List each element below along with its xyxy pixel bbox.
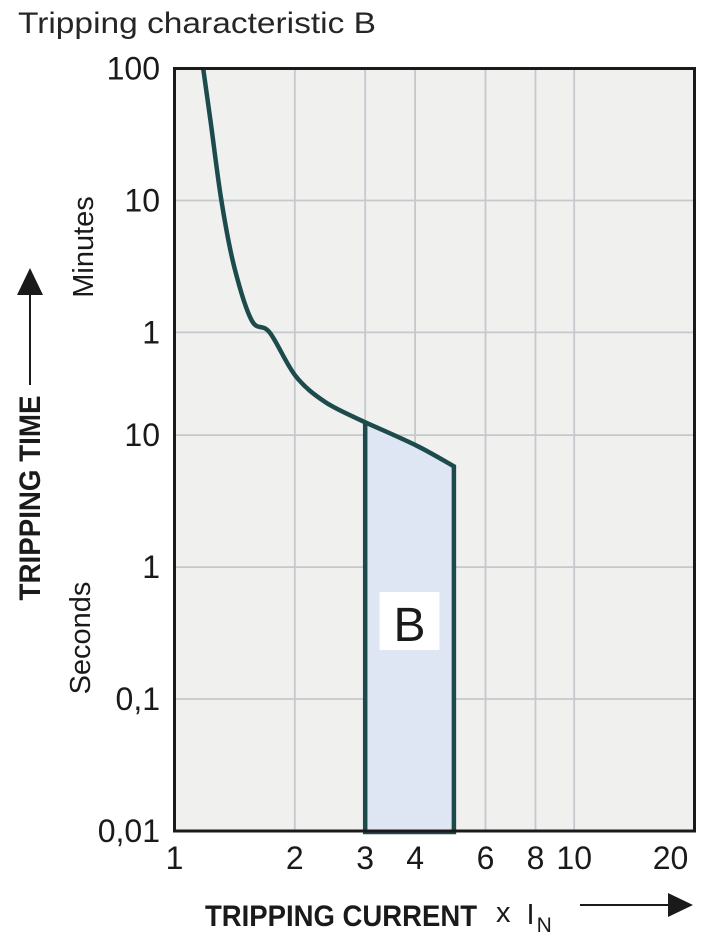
x-tick-label-1: 1 — [166, 840, 184, 876]
y-unit-seconds-label: Seconds — [65, 582, 97, 695]
x-tick-label-6: 6 — [477, 840, 495, 876]
y-unit-minutes-label: Minutes — [68, 196, 100, 298]
x-tick-label-3: 3 — [356, 840, 374, 876]
multiplier-symbol: I — [527, 899, 535, 931]
current-multiplier-label: x IN — [496, 897, 552, 937]
y-axis-arrow-icon — [17, 268, 43, 385]
region-label-box — [379, 592, 440, 650]
x-axis-title: TRIPPING CURRENT — [205, 900, 477, 933]
x-tick-label-2: 2 — [286, 840, 304, 876]
y-tick-label-0_1-seconds: 0,1 — [116, 681, 160, 717]
multiplier-subscript: N — [537, 914, 552, 937]
y-axis-tick-labels: 100 10 1 10 1 0,1 0,01 — [98, 51, 160, 850]
y-tick-label-0_01-seconds: 0,01 — [98, 813, 160, 849]
x-tick-label-8: 8 — [527, 840, 545, 876]
x-tick-label-20: 20 — [653, 840, 689, 876]
x-axis-tick-labels: 1 2 3 4 6 8 10 20 — [166, 840, 689, 876]
y-tick-label-1-minutes: 1 — [142, 314, 160, 350]
y-tick-label-100-minutes: 100 — [107, 51, 160, 87]
tripping-curve — [200, 68, 457, 835]
y-axis-title: TRIPPING TIME — [14, 396, 47, 601]
figure-title: Tripping characteristic B — [18, 7, 376, 40]
y-tick-label-1-seconds: 1 — [142, 549, 160, 585]
region-label: B — [393, 599, 425, 652]
plot-frame — [173, 67, 696, 833]
x-tick-label-10: 10 — [556, 840, 592, 876]
multiplier-prefix: x — [496, 897, 511, 929]
x-axis-arrow-icon — [580, 893, 693, 917]
y-tick-label-10-minutes: 10 — [124, 183, 160, 219]
x-tick-label-4: 4 — [406, 840, 424, 876]
y-tick-label-10-seconds: 10 — [124, 417, 160, 453]
